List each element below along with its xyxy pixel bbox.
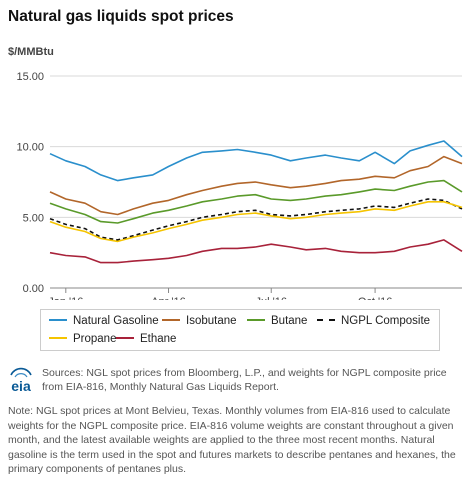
- axes: 15.00 10.00 5.00 0.00 Jan '16 Apr '16 Jul '16 O…: [16, 71, 462, 300]
- legend-label: NGPL Composite: [341, 315, 431, 327]
- series-lines: [49, 140, 463, 264]
- legend-item-butane: Butane: [247, 314, 307, 328]
- legend-item-propane: Propane: [49, 332, 116, 346]
- y-tick-label: 0.00: [23, 283, 44, 295]
- legend-label: Ethane: [140, 333, 177, 345]
- eia-logo-arc-inner: [14, 373, 28, 378]
- chart-title: Natural gas liquids spot prices: [8, 8, 234, 25]
- series-line-natural-gasoline: [49, 140, 463, 182]
- legend-swatch: [116, 336, 134, 339]
- eia-logo: eia: [10, 367, 32, 394]
- legend-item-ethane: Ethane: [116, 332, 176, 346]
- y-axis-unit-label: $/MMBtu: [8, 46, 54, 58]
- eia-logo-text: eia: [11, 378, 31, 394]
- legend-item-natural-gasoline: Natural Gasoline: [49, 314, 159, 328]
- legend-label: Butane: [271, 315, 308, 327]
- series-line-butane: [49, 179, 463, 224]
- legend-label: Propane: [73, 333, 117, 345]
- note-text: Note: NGL spot prices at Mont Belvieu, T…: [8, 405, 456, 476]
- x-tick-label: Jan '16: [48, 296, 83, 300]
- series-line-isobutane: [49, 155, 463, 216]
- y-tick-label: 15.00: [16, 71, 44, 83]
- sources-text: Sources: NGL spot prices from Bloomberg,…: [42, 367, 447, 393]
- chart-legend: Natural Gasoline Isobutane Butane NGPL C…: [40, 309, 440, 351]
- series-line-propane: [49, 201, 463, 243]
- legend-label: Isobutane: [186, 315, 237, 327]
- x-tick-label: Oct '16: [358, 296, 393, 300]
- x-tick-label: Jul '16: [256, 296, 287, 300]
- eia-logo-arc-outer: [10, 367, 32, 376]
- legend-swatch: [49, 318, 67, 321]
- series-line-ngpl-composite: [49, 198, 463, 241]
- legend-item-isobutane: Isobutane: [162, 314, 237, 328]
- y-tick-label: 10.00: [16, 142, 44, 154]
- series-line-ethane: [49, 239, 463, 264]
- x-tick-label: Apr '16: [151, 296, 186, 300]
- legend-label: Natural Gasoline: [73, 315, 159, 327]
- legend-swatch: [317, 318, 335, 321]
- chart-plot-area: 15.00 10.00 5.00 0.00 Jan '16 Apr '16 Jul '16 O…: [16, 71, 463, 300]
- legend-item-ngpl-composite: NGPL Composite: [317, 314, 430, 328]
- legend-swatch: [162, 318, 180, 321]
- legend-swatch: [247, 318, 265, 321]
- legend-swatch: [49, 336, 67, 339]
- y-tick-label: 5.00: [23, 212, 44, 224]
